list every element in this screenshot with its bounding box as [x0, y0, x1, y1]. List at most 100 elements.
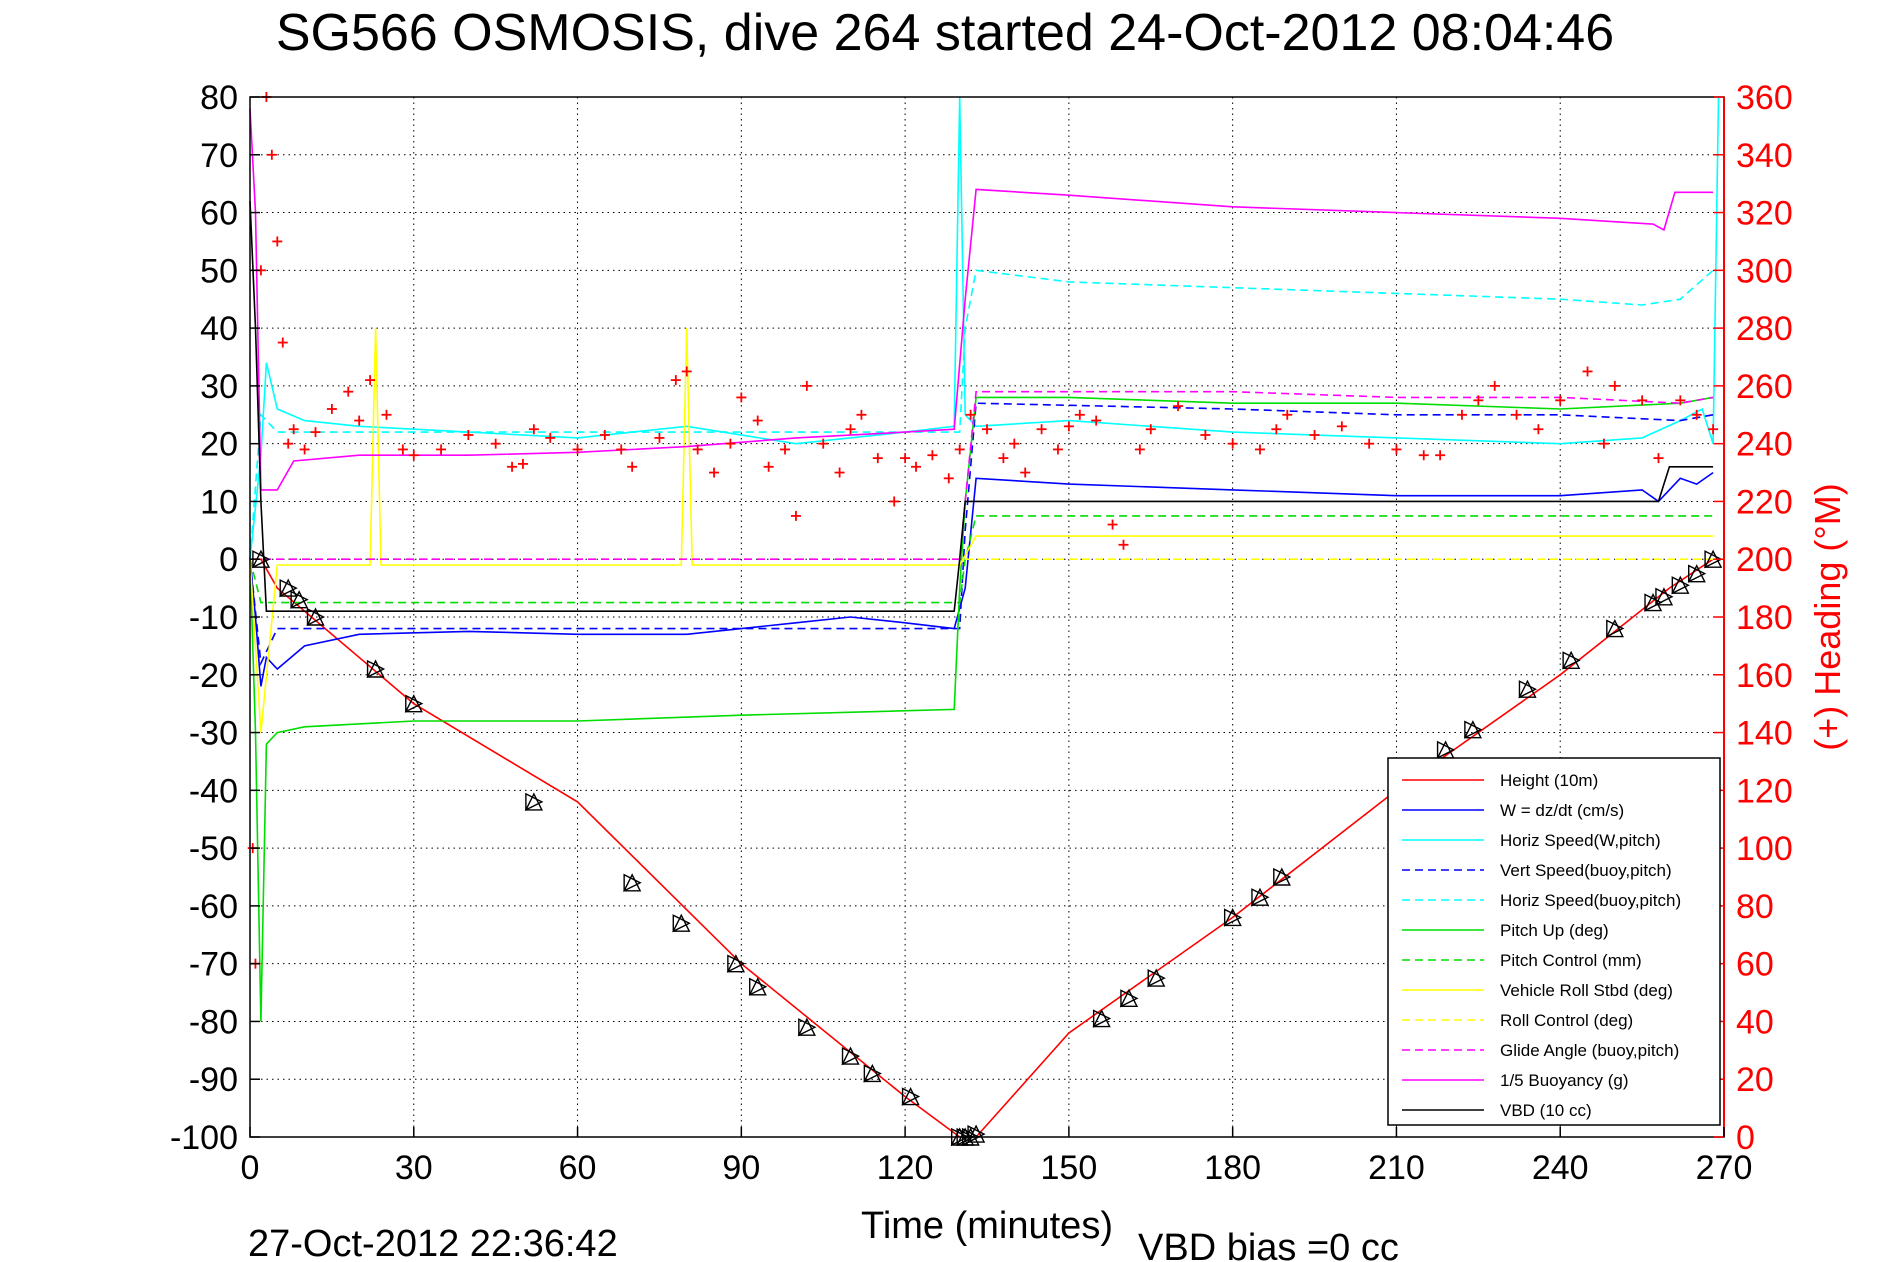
left-axis-ticks: -100-90-80-70-60-50-40-30-20-10010203040… — [170, 79, 260, 1157]
heading-marker-62 — [1107, 519, 1118, 530]
left-tick-label-5: -50 — [189, 830, 238, 868]
heading-marker-75 — [1391, 444, 1402, 455]
depth-marker-4 — [366, 659, 386, 679]
heading-marker-88 — [1653, 453, 1664, 464]
heading-marker-33 — [709, 467, 720, 478]
heading-marker-52 — [965, 409, 976, 420]
heading-marker-83 — [1555, 395, 1566, 406]
heading-marker-87 — [1637, 395, 1648, 406]
heading-marker-43 — [845, 424, 856, 435]
heading-marker-16 — [397, 444, 408, 455]
heading-marker-54 — [998, 453, 1009, 464]
heading-marker-77 — [1435, 450, 1446, 461]
footer-vbd-bias: VBD bias =0 cc — [1138, 1227, 1399, 1262]
heading-marker-20 — [490, 438, 501, 449]
legend-label-7: Vehicle Roll Stbd (deg) — [1500, 981, 1673, 1000]
right-tick-label-17: 340 — [1736, 137, 1793, 175]
depth-marker-26 — [1463, 720, 1483, 739]
heading-marker-31 — [681, 366, 692, 377]
legend-label-6: Pitch Control (mm) — [1500, 951, 1642, 970]
depth-marker-10 — [748, 977, 768, 996]
heading-marker-26 — [599, 430, 610, 440]
heading-marker-36 — [752, 415, 763, 426]
heading-marker-61 — [1091, 415, 1102, 426]
heading-marker-18 — [436, 444, 447, 455]
right-tick-label-9: 180 — [1736, 599, 1793, 637]
heading-marker-37 — [763, 461, 774, 472]
heading-marker-64 — [1134, 444, 1145, 455]
right-tick-label-4: 80 — [1736, 888, 1774, 926]
heading-marker-76 — [1418, 450, 1429, 461]
heading-marker-5 — [272, 236, 283, 247]
chart-title: SG566 OSMOSIS, dive 264 started 24-Oct-2… — [276, 4, 1614, 62]
left-tick-label-8: -20 — [189, 657, 238, 695]
x-tick-label-1: 30 — [395, 1149, 433, 1187]
legend-label-2: Horiz Speed(W,pitch) — [1500, 831, 1661, 850]
depth-marker-1 — [279, 578, 298, 598]
series-line-5 — [249, 396, 1714, 1022]
series-line-1 — [249, 471, 1714, 687]
heading-marker-7 — [283, 438, 294, 449]
heading-marker-58 — [1052, 444, 1063, 455]
left-tick-label-18: 80 — [200, 79, 238, 117]
x-tick-label-5: 150 — [1041, 1149, 1098, 1187]
series-line-4 — [249, 269, 1714, 560]
depth-marker-18 — [966, 1124, 986, 1144]
heading-marker-25 — [572, 444, 583, 455]
heading-marker-34 — [725, 438, 736, 449]
left-tick-label-7: -30 — [189, 715, 238, 753]
right-tick-label-2: 40 — [1736, 1003, 1774, 1041]
depth-marker-22 — [1223, 907, 1243, 927]
heading-marker-51 — [954, 444, 965, 455]
heading-marker-57 — [1036, 424, 1047, 435]
legend-box — [1387, 757, 1721, 1126]
heading-marker-53 — [982, 424, 992, 435]
left-tick-label-1: -90 — [189, 1061, 238, 1099]
heading-marker-71 — [1282, 409, 1293, 420]
heading-marker-50 — [943, 473, 954, 484]
right-tick-label-18: 360 — [1736, 79, 1793, 117]
depth-marker-24 — [1272, 867, 1292, 887]
right-tick-label-7: 140 — [1736, 715, 1793, 753]
right-tick-label-3: 60 — [1736, 946, 1774, 984]
heading-marker-9 — [299, 444, 310, 455]
left-tick-label-10: 0 — [219, 541, 238, 579]
depth-marker-13 — [863, 1063, 882, 1083]
right-tick-label-0: 0 — [1736, 1119, 1755, 1157]
right-tick-label-6: 120 — [1736, 772, 1793, 810]
legend-label-8: Roll Control (deg) — [1500, 1011, 1633, 1030]
heading-marker-56 — [1020, 467, 1031, 478]
chart-legend: Height (10m) W = dz/dt (cm/s) Horiz Speed(… — [1387, 757, 1721, 1126]
left-tick-label-16: 60 — [200, 195, 238, 233]
heading-marker-63 — [1118, 539, 1129, 550]
right-tick-label-13: 260 — [1736, 368, 1793, 406]
right-tick-label-8: 160 — [1736, 657, 1793, 695]
depth-marker-7 — [623, 873, 642, 892]
heading-marker-89 — [1675, 395, 1686, 406]
heading-marker-21 — [507, 461, 518, 472]
heading-marker-72 — [1309, 430, 1320, 440]
heading-marker-69 — [1254, 444, 1265, 455]
heading-marker-80 — [1489, 380, 1500, 391]
heading-marker-17 — [408, 450, 419, 461]
heading-marker-70 — [1271, 424, 1282, 435]
heading-marker-32 — [692, 444, 703, 455]
heading-marker-23 — [528, 424, 539, 435]
legend-label-11: VBD (10 cc) — [1500, 1101, 1592, 1120]
depth-marker-19 — [1092, 1008, 1112, 1028]
left-tick-label-2: -80 — [189, 1003, 238, 1041]
series-line-3 — [249, 402, 1714, 667]
heading-marker-90 — [1691, 409, 1702, 420]
right-tick-label-1: 20 — [1736, 1061, 1774, 1099]
heading-marker-8 — [288, 424, 299, 435]
heading-marker-13 — [354, 415, 365, 426]
heading-marker-27 — [616, 444, 627, 455]
heading-marker-29 — [654, 432, 665, 443]
depth-marker-32 — [1671, 575, 1690, 595]
heading-marker-59 — [1063, 421, 1074, 432]
heading-marker-22 — [517, 458, 528, 469]
x-axis-label: Time (minutes) — [861, 1205, 1113, 1247]
depth-marker-20 — [1119, 988, 1139, 1008]
heading-marker-44 — [856, 409, 867, 420]
